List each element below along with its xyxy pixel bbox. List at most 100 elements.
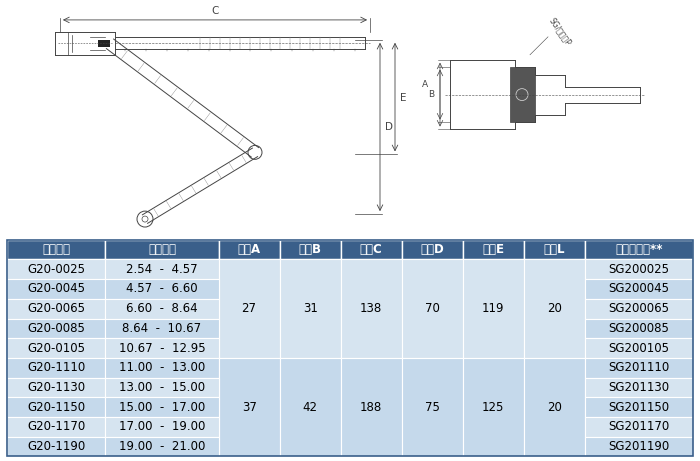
Bar xyxy=(510,67,535,123)
Text: A: A xyxy=(422,80,428,89)
Text: 37: 37 xyxy=(241,401,257,414)
Bar xyxy=(106,358,218,378)
Bar xyxy=(402,240,463,260)
Text: SG201130: SG201130 xyxy=(608,381,669,394)
Bar xyxy=(584,437,693,456)
Text: D: D xyxy=(385,123,393,132)
Text: 密封直径: 密封直径 xyxy=(148,243,176,256)
Text: 19.00  -  21.00: 19.00 - 21.00 xyxy=(119,440,205,453)
Bar xyxy=(218,260,279,358)
Bar xyxy=(584,240,693,260)
Bar xyxy=(7,299,106,319)
Text: 尺奴C: 尺奴C xyxy=(360,243,382,256)
Text: 4.57  -  6.60: 4.57 - 6.60 xyxy=(126,283,198,296)
Bar xyxy=(7,319,106,338)
Text: G20-0065: G20-0065 xyxy=(27,302,85,315)
Text: C: C xyxy=(211,6,218,16)
Text: 119: 119 xyxy=(482,302,505,315)
Text: 尺奴B: 尺奴B xyxy=(299,243,321,256)
Text: E: E xyxy=(400,93,407,103)
Bar xyxy=(7,378,106,397)
Bar xyxy=(7,279,106,299)
Text: G20-1130: G20-1130 xyxy=(27,381,85,394)
Bar xyxy=(402,260,463,358)
Bar xyxy=(584,319,693,338)
Text: SG201110: SG201110 xyxy=(608,361,669,374)
Bar xyxy=(106,338,218,358)
Text: SG/密封圈P: SG/密封圈P xyxy=(547,16,573,47)
Bar xyxy=(218,358,279,456)
Bar xyxy=(106,299,218,319)
Text: 75: 75 xyxy=(425,401,440,414)
Bar xyxy=(584,397,693,417)
Bar xyxy=(106,260,218,279)
Bar xyxy=(7,437,106,456)
Text: 138: 138 xyxy=(360,302,382,315)
Bar xyxy=(463,240,524,260)
Text: SG200045: SG200045 xyxy=(608,283,669,296)
Text: 70: 70 xyxy=(425,302,440,315)
Bar xyxy=(106,437,218,456)
Text: 2.54  -  4.57: 2.54 - 4.57 xyxy=(126,263,198,276)
Bar xyxy=(7,338,106,358)
Text: SG200085: SG200085 xyxy=(608,322,669,335)
Bar xyxy=(341,358,402,456)
Text: 125: 125 xyxy=(482,401,505,414)
Bar xyxy=(279,240,341,260)
Bar xyxy=(463,260,524,358)
Text: 6.60  -  8.64: 6.60 - 8.64 xyxy=(126,302,198,315)
Text: G20-0045: G20-0045 xyxy=(27,283,85,296)
Text: 20: 20 xyxy=(547,401,561,414)
Text: 10.67  -  12.95: 10.67 - 12.95 xyxy=(119,342,205,355)
Bar xyxy=(584,378,693,397)
Text: 20: 20 xyxy=(547,302,561,315)
Bar xyxy=(584,279,693,299)
Bar xyxy=(7,397,106,417)
Bar xyxy=(106,378,218,397)
Bar xyxy=(341,260,402,358)
Bar xyxy=(402,358,463,456)
Bar xyxy=(584,299,693,319)
Text: 尺奴D: 尺奴D xyxy=(420,243,444,256)
Bar xyxy=(524,240,584,260)
Text: 42: 42 xyxy=(302,401,318,414)
Bar xyxy=(584,338,693,358)
Text: 尺奴E: 尺奴E xyxy=(482,243,504,256)
Text: 11.00  -  13.00: 11.00 - 13.00 xyxy=(119,361,205,374)
Text: G20-1150: G20-1150 xyxy=(27,401,85,414)
Bar xyxy=(584,260,693,279)
Bar xyxy=(106,319,218,338)
Bar xyxy=(279,358,341,456)
Text: 27: 27 xyxy=(241,302,257,315)
Bar xyxy=(524,358,584,456)
Text: 尺奴A: 尺奴A xyxy=(237,243,260,256)
Text: 主密封圈包**: 主密封圈包** xyxy=(615,243,663,256)
Text: 13.00  -  15.00: 13.00 - 15.00 xyxy=(119,381,205,394)
Text: G20-0085: G20-0085 xyxy=(27,322,85,335)
Bar xyxy=(7,417,106,437)
Text: B: B xyxy=(428,90,434,99)
Text: SG201170: SG201170 xyxy=(608,420,669,433)
Text: 8.64  -  10.67: 8.64 - 10.67 xyxy=(122,322,202,335)
Text: G20-0105: G20-0105 xyxy=(27,342,85,355)
Text: SG200025: SG200025 xyxy=(608,263,669,276)
Bar xyxy=(524,260,584,358)
Bar xyxy=(584,417,693,437)
Text: 188: 188 xyxy=(360,401,382,414)
Text: SG200105: SG200105 xyxy=(608,342,669,355)
Text: SG201190: SG201190 xyxy=(608,440,669,453)
Bar xyxy=(7,240,106,260)
Text: 17.00  -  19.00: 17.00 - 19.00 xyxy=(119,420,205,433)
Bar xyxy=(279,260,341,358)
Text: 尺奴L: 尺奴L xyxy=(543,243,565,256)
Bar xyxy=(218,240,279,260)
Text: 产品型号: 产品型号 xyxy=(42,243,70,256)
Bar xyxy=(106,417,218,437)
Text: G20-1110: G20-1110 xyxy=(27,361,85,374)
Bar xyxy=(106,279,218,299)
Bar xyxy=(341,240,402,260)
Bar xyxy=(7,358,106,378)
Bar xyxy=(7,260,106,279)
Text: SG200065: SG200065 xyxy=(608,302,669,315)
Bar xyxy=(106,397,218,417)
